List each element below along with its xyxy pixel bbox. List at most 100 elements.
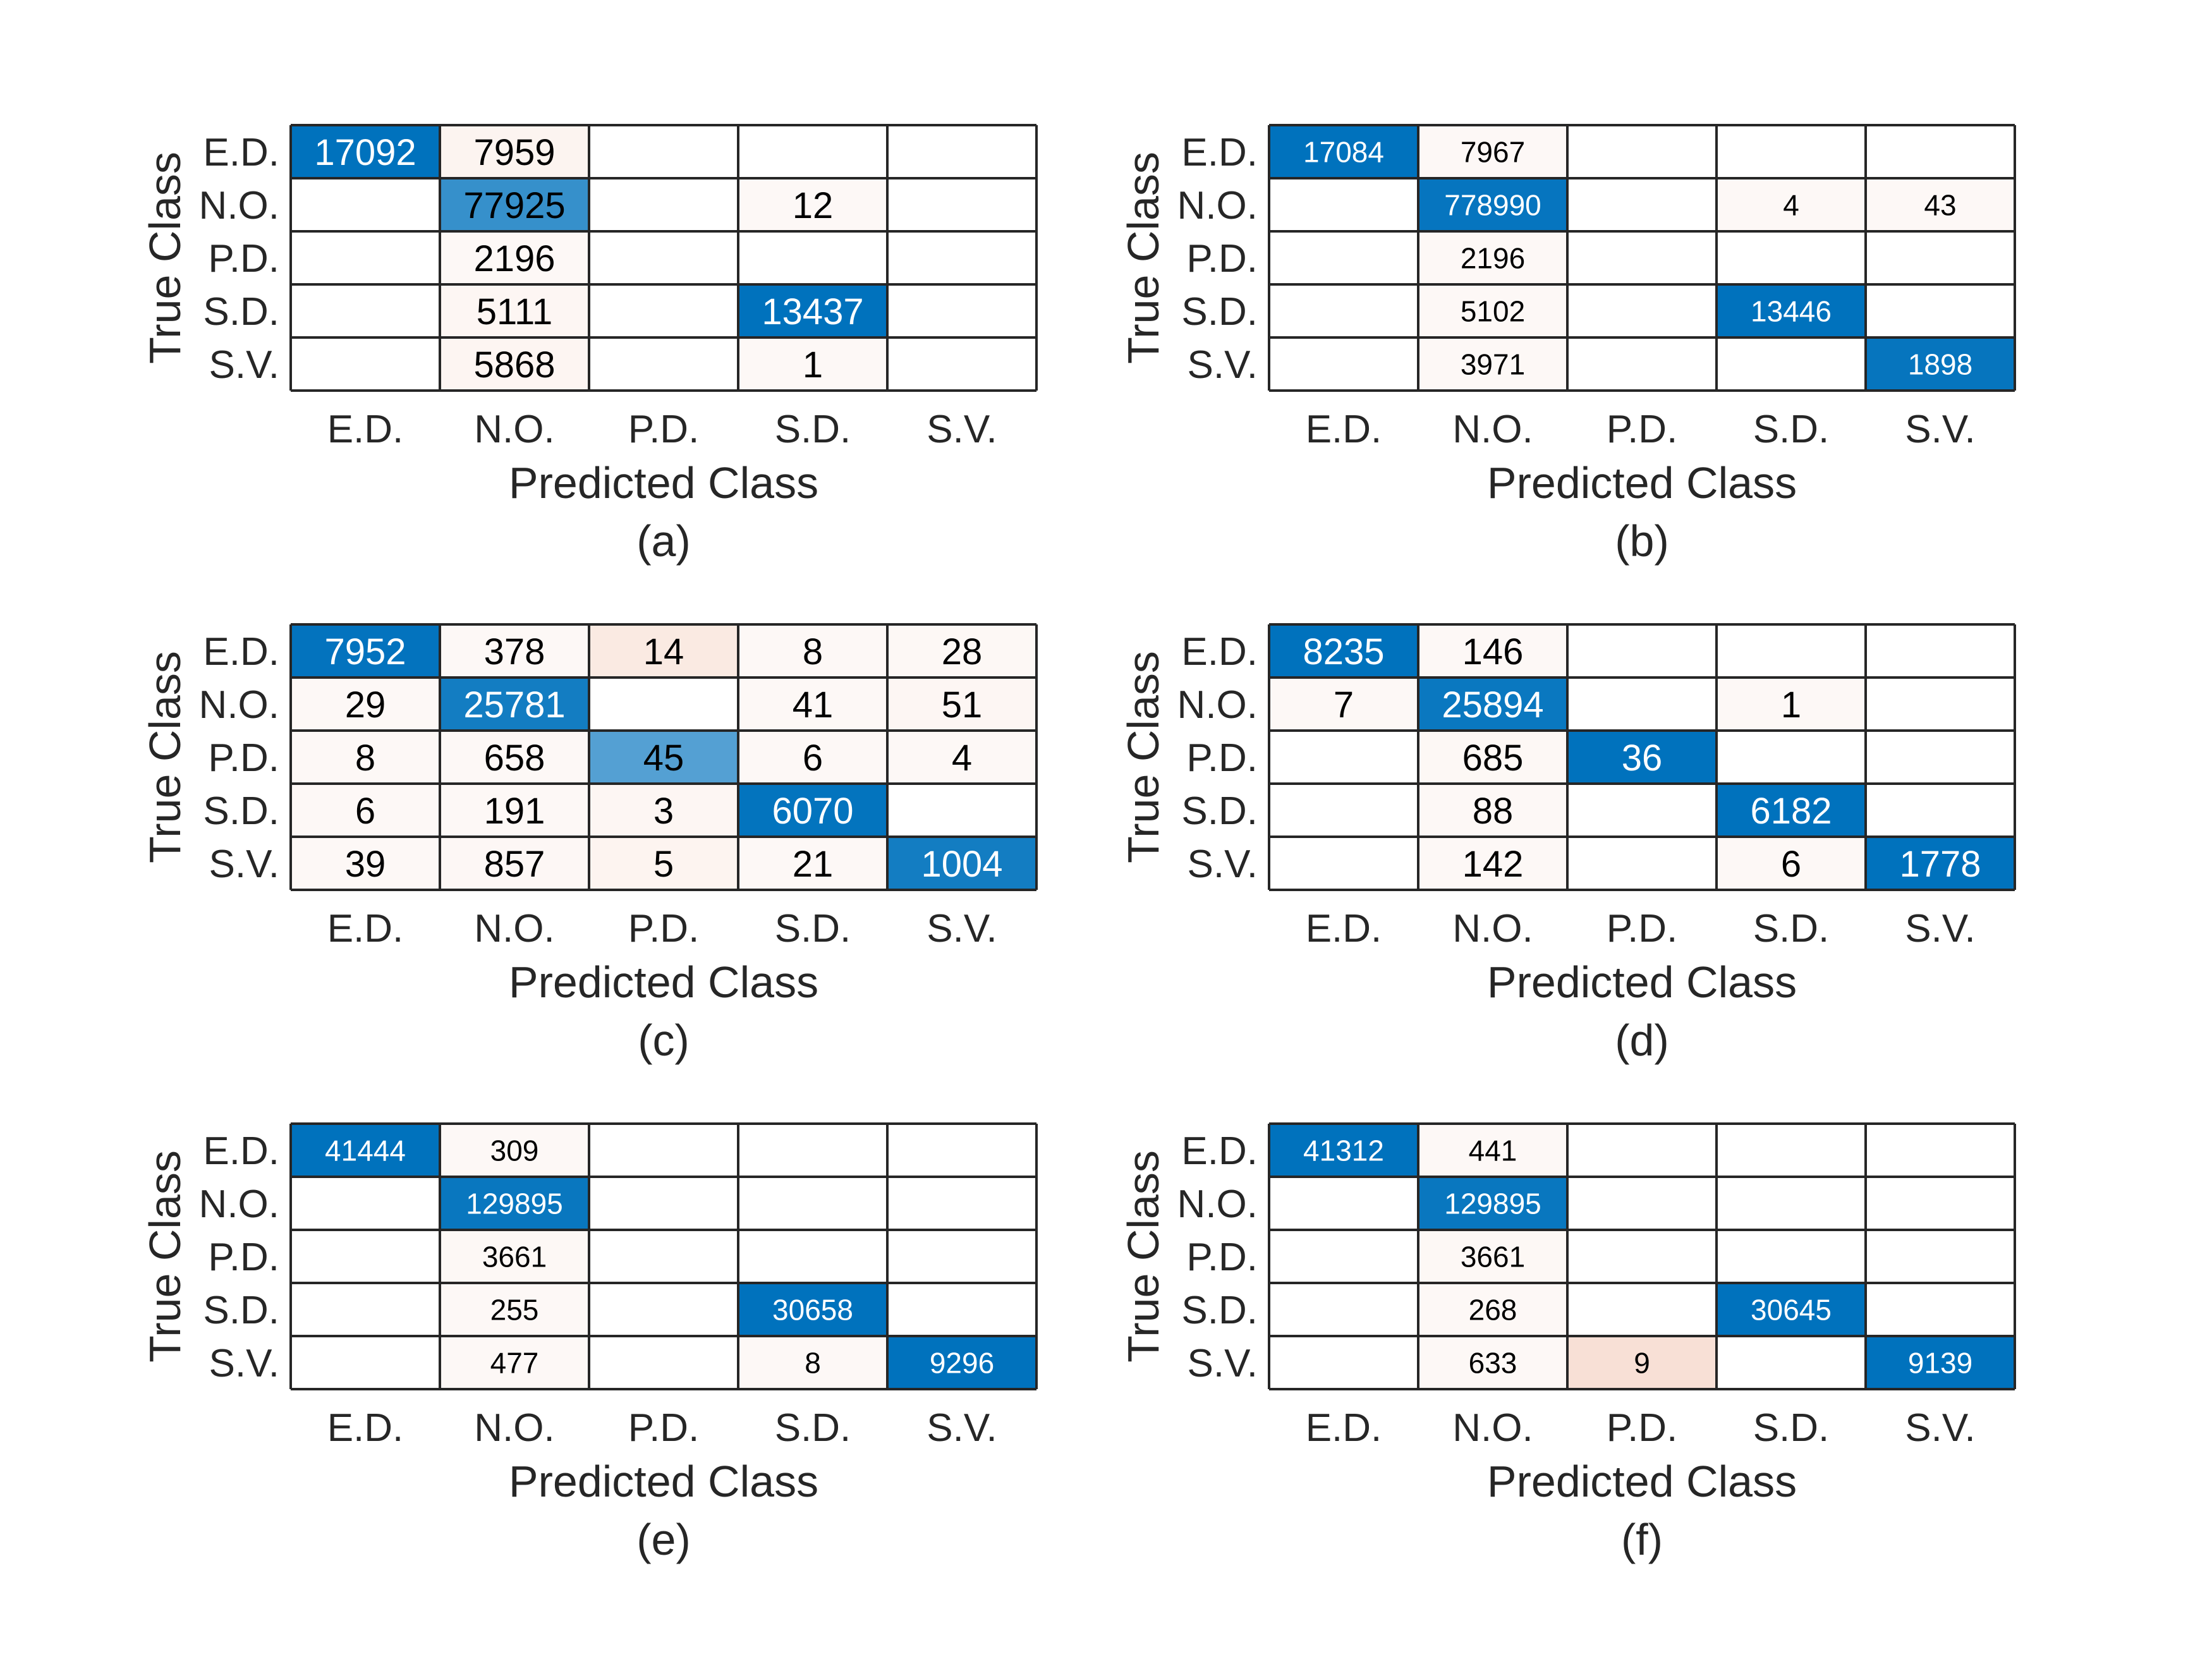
y-axis-label: True Class xyxy=(1119,152,1168,364)
matrix-cell xyxy=(738,837,887,890)
cell-value: 378 xyxy=(484,631,545,672)
matrix-cell xyxy=(1866,784,2015,837)
cell-value: 21 xyxy=(793,844,834,885)
cell-value: 2196 xyxy=(1461,242,1525,275)
x-tick-label: P.D. xyxy=(628,907,700,951)
cell-value: 142 xyxy=(1462,844,1524,885)
x-tick-label: E.D. xyxy=(1306,1406,1382,1450)
matrix-cell xyxy=(1717,337,1866,391)
cell-value: 7967 xyxy=(1461,136,1525,169)
panel-caption: (d) xyxy=(1615,1016,1669,1065)
matrix-cell xyxy=(1866,337,2015,391)
cell-value: 1778 xyxy=(1899,844,1981,885)
matrix-cell xyxy=(1567,1177,1717,1230)
cell-value: 7952 xyxy=(324,631,406,672)
matrix-cell xyxy=(1717,731,1866,784)
matrix-cell xyxy=(887,731,1036,784)
x-tick-label: S.V. xyxy=(1905,907,1975,951)
matrix-cell xyxy=(1567,784,1717,837)
matrix-cell xyxy=(738,624,887,678)
matrix-cell xyxy=(887,1177,1036,1230)
x-tick-label: S.V. xyxy=(1905,1406,1975,1450)
y-tick-label: N.O. xyxy=(199,1182,279,1226)
matrix-cell xyxy=(887,1336,1036,1389)
matrix-cell xyxy=(1717,837,1866,890)
panel-caption: (a) xyxy=(636,516,691,566)
matrix-cell xyxy=(887,1124,1036,1177)
cell-value: 41312 xyxy=(1303,1134,1384,1167)
matrix-cell xyxy=(1269,178,1418,231)
matrix-cell xyxy=(440,678,589,731)
y-axis-label: True Class xyxy=(140,152,190,364)
cell-value: 41 xyxy=(793,684,834,726)
matrix-cell xyxy=(1418,1177,1567,1230)
y-tick-label: N.O. xyxy=(1177,184,1258,228)
matrix-cell xyxy=(1866,231,2015,284)
matrix-cell xyxy=(291,178,440,231)
y-tick-label: S.V. xyxy=(1188,343,1258,387)
matrix-cell xyxy=(1418,837,1567,890)
x-tick-label: S.D. xyxy=(1753,907,1830,951)
x-tick-label: E.D. xyxy=(327,408,404,451)
cell-value: 255 xyxy=(490,1294,539,1327)
y-tick-label: S.V. xyxy=(1188,842,1258,886)
cell-value: 2196 xyxy=(473,238,555,279)
x-tick-label: P.D. xyxy=(1607,1406,1678,1450)
cell-value: 5111 xyxy=(477,291,552,332)
matrix-cell xyxy=(589,1177,738,1230)
matrix-cell xyxy=(1269,1230,1418,1283)
matrix-cell xyxy=(589,1230,738,1283)
y-axis-label: True Class xyxy=(140,651,190,863)
cell-value: 13446 xyxy=(1751,295,1832,328)
cell-value: 36 xyxy=(1622,738,1663,779)
cell-value: 8 xyxy=(805,1347,821,1380)
matrix-cell xyxy=(1418,1124,1567,1177)
cell-value: 41444 xyxy=(325,1134,406,1167)
matrix-cell xyxy=(589,337,738,391)
matrix-cell xyxy=(738,1177,887,1230)
matrix-cell xyxy=(1866,125,2015,178)
y-tick-label: S.D. xyxy=(203,789,279,833)
matrix-cell xyxy=(738,1230,887,1283)
matrix-cell xyxy=(1866,837,2015,890)
matrix-cell xyxy=(1567,678,1717,731)
matrix-cell xyxy=(1418,125,1567,178)
matrix-cell xyxy=(1418,731,1567,784)
x-tick-label: P.D. xyxy=(1607,907,1678,951)
matrix-cell xyxy=(440,1177,589,1230)
x-axis-label: Predicted Class xyxy=(509,1457,818,1506)
cell-value: 477 xyxy=(490,1347,539,1380)
matrix-cell xyxy=(291,784,440,837)
cell-value: 1 xyxy=(1781,684,1801,726)
cell-value: 146 xyxy=(1462,631,1524,672)
y-tick-label: P.D. xyxy=(1186,736,1258,780)
matrix-cell xyxy=(291,1124,440,1177)
matrix-cell xyxy=(1567,1124,1717,1177)
matrix-cell xyxy=(1717,678,1866,731)
cell-value: 25894 xyxy=(1442,684,1543,726)
matrix-cell xyxy=(1269,837,1418,890)
confusion-matrix-panel: 17084 7967 778990 4 43 2196 5102 13446 3971 1898 E… xyxy=(1119,124,2016,566)
matrix-cell xyxy=(1717,1283,1866,1336)
cell-value: 268 xyxy=(1469,1294,1517,1327)
x-axis-label: Predicted Class xyxy=(509,458,818,507)
matrix-cell xyxy=(440,837,589,890)
matrix-cell xyxy=(291,231,440,284)
y-tick-label: S.D. xyxy=(203,290,279,334)
x-tick-label: S.D. xyxy=(775,408,851,451)
x-tick-label: E.D. xyxy=(1306,408,1382,451)
cell-value: 1 xyxy=(803,344,823,386)
matrix-cell xyxy=(440,624,589,678)
y-tick-label: N.O. xyxy=(1177,1182,1258,1226)
matrix-cell xyxy=(1567,1230,1717,1283)
matrix-cell xyxy=(440,1230,589,1283)
matrix-cell xyxy=(1866,731,2015,784)
matrix-cell xyxy=(1269,1177,1418,1230)
confusion-matrix-panel: 41312 441 129895 3661 268 30645 633 9 9139 E.D. N.… xyxy=(1119,1122,2016,1564)
x-tick-label: S.V. xyxy=(927,907,997,951)
matrix-cell xyxy=(589,1283,738,1336)
x-axis-label: Predicted Class xyxy=(1487,957,1797,1007)
cell-value: 4 xyxy=(1783,189,1799,222)
matrix-cell xyxy=(887,178,1036,231)
